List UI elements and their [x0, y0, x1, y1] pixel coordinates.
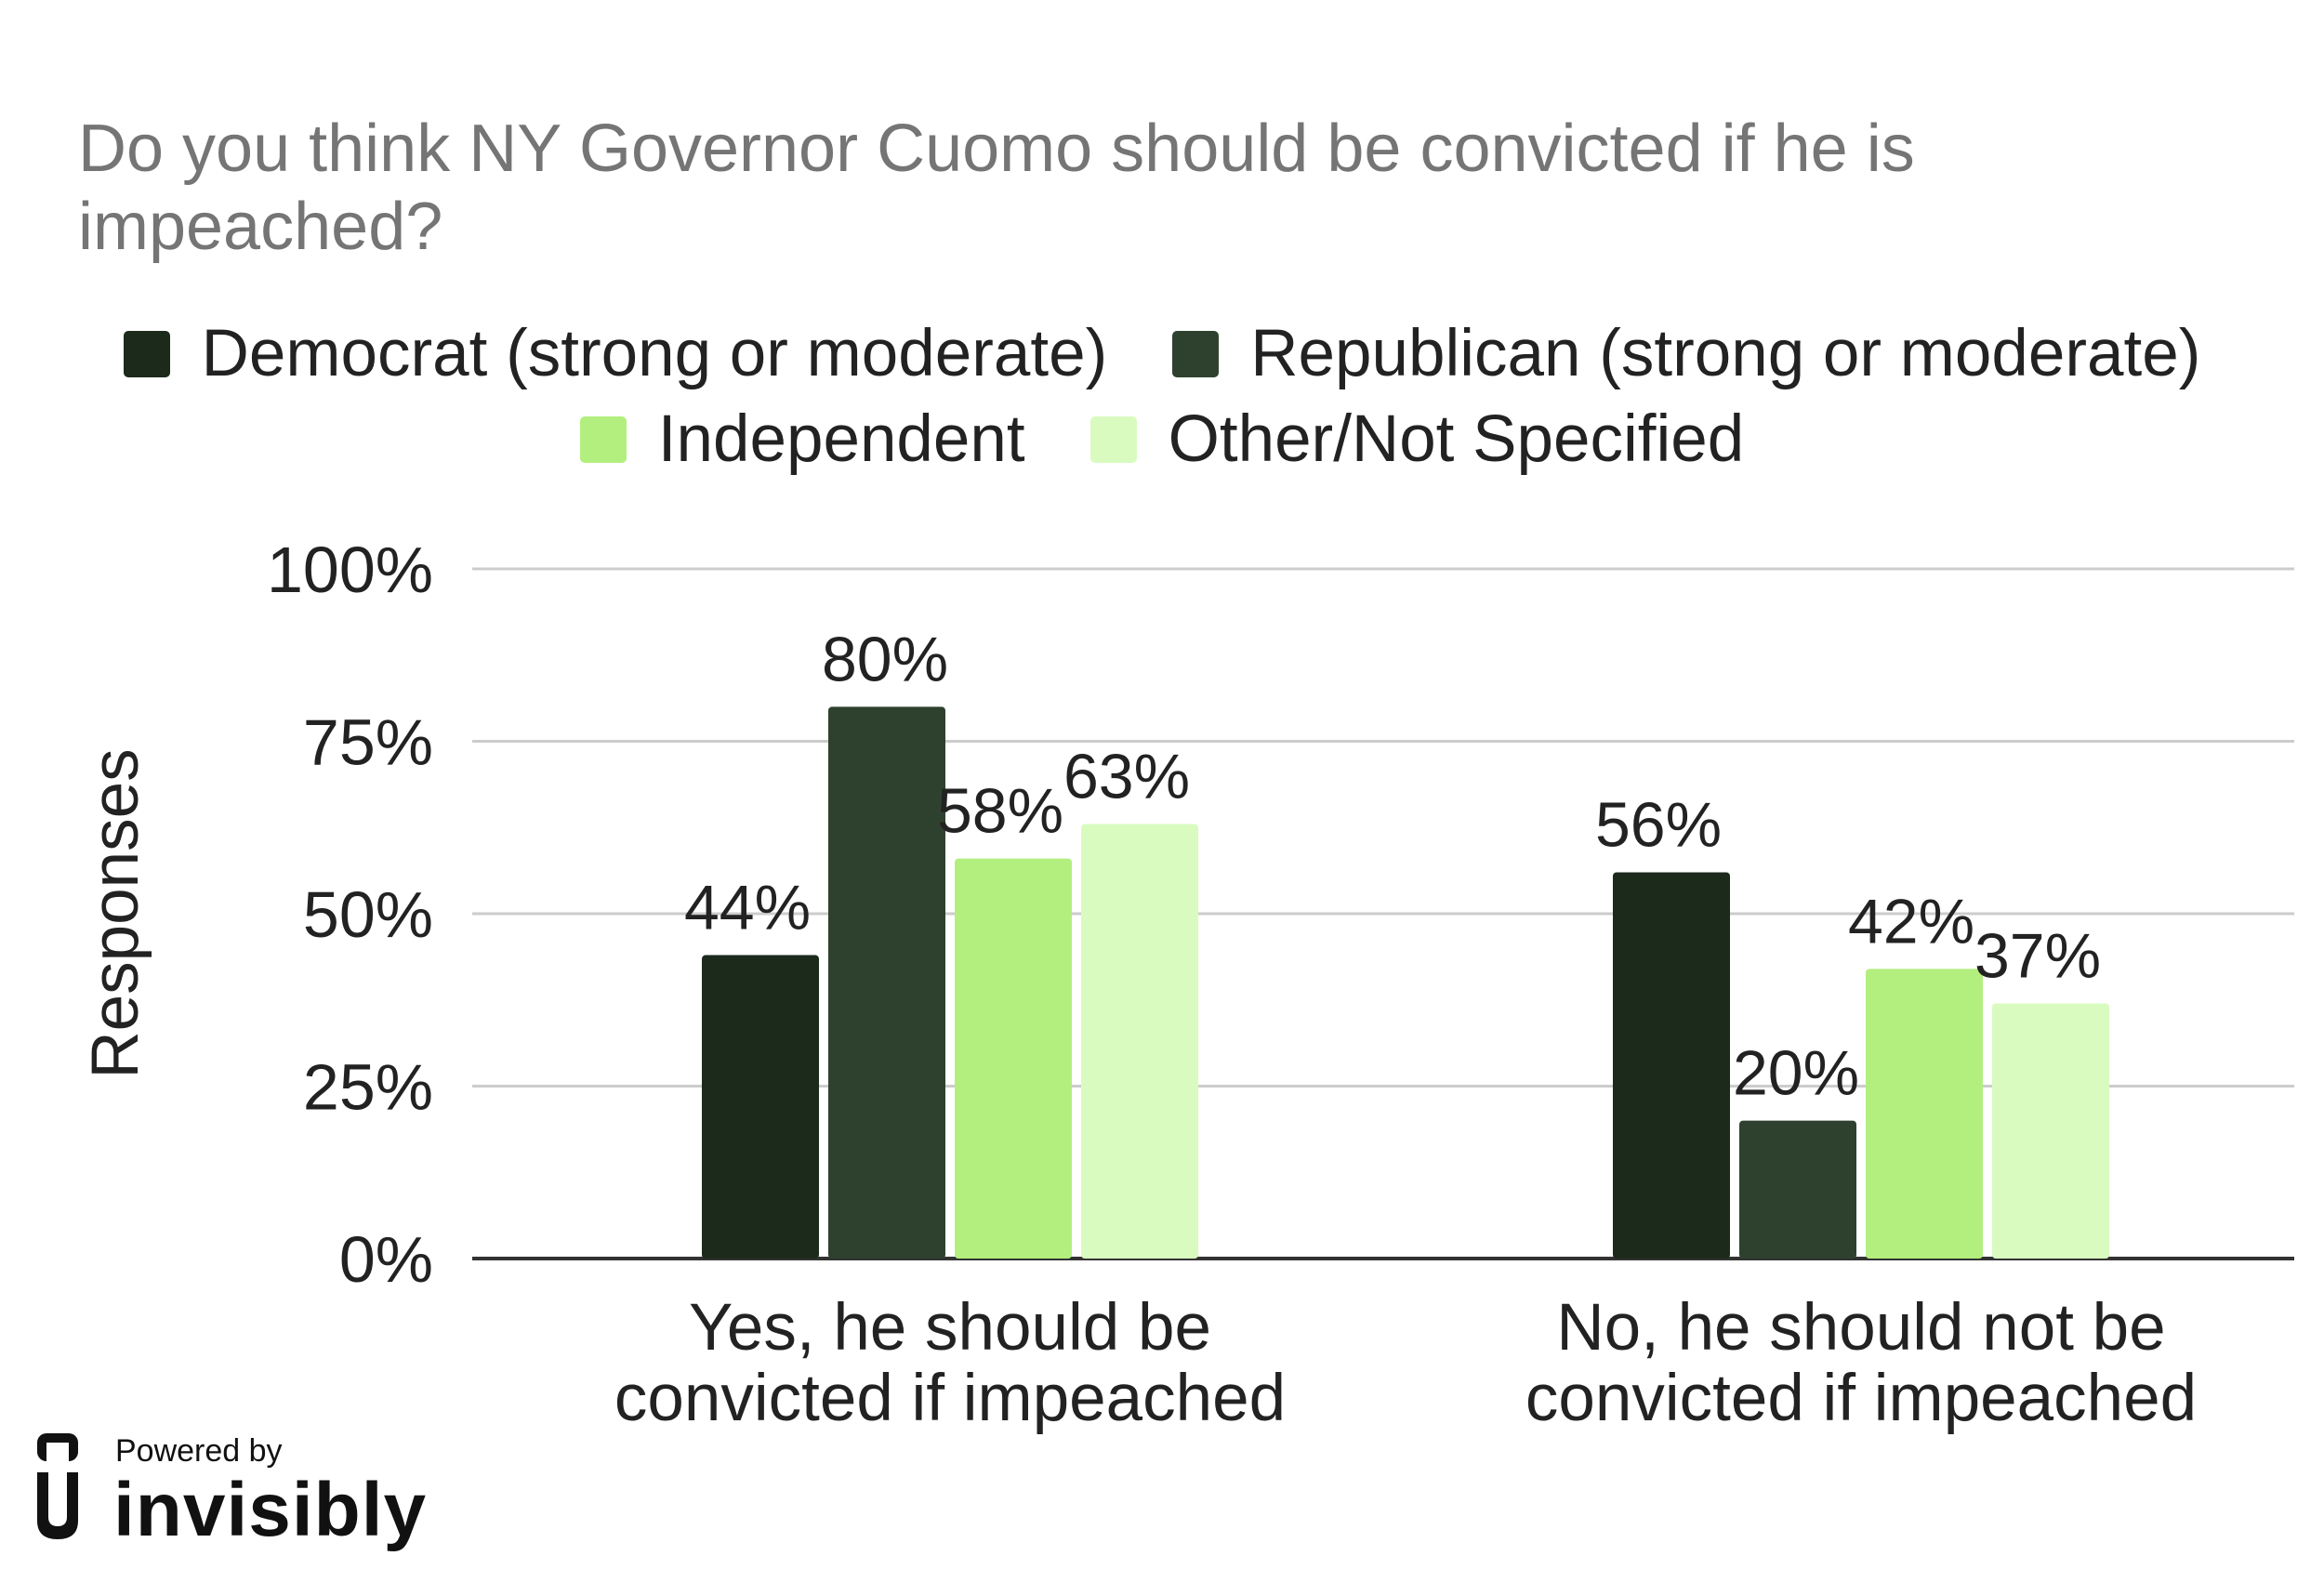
brand-footer: Powered by invisibly [33, 1431, 426, 1549]
legend-label-democrat: Democrat (strong or moderate) [201, 317, 1108, 390]
data-label: 42% [1848, 886, 1974, 956]
bar [955, 858, 1072, 1259]
bar [1739, 1120, 1856, 1259]
powered-by-text: Powered by [115, 1433, 283, 1469]
chart-title: Do you think NY Governor Cuomo should be… [78, 112, 1915, 264]
x-tick-label: convicted if impeached [614, 1362, 1286, 1435]
legend-item-independent: Independent [579, 402, 1025, 477]
y-tick-label: 50% [303, 878, 433, 951]
data-label: 44% [684, 873, 811, 943]
x-tick-label: No, he should not be [1556, 1291, 2165, 1365]
data-label: 80% [822, 624, 948, 694]
legend-item-republican: Republican (strong or moderate) [1172, 316, 2200, 391]
legend-item-democrat: Democrat (strong or moderate) [123, 316, 1108, 391]
legend-label-independent: Independent [657, 402, 1025, 476]
legend-swatch-independent [579, 415, 627, 463]
data-label: 20% [1733, 1038, 1859, 1109]
data-label: 56% [1595, 789, 1722, 860]
y-axis-label: Responses [79, 748, 152, 1078]
legend-label-republican: Republican (strong or moderate) [1250, 317, 2201, 390]
y-tick-label: 100% [267, 534, 433, 606]
legend-swatch-other [1089, 415, 1137, 463]
legend-label-other: Other/Not Specified [1168, 402, 1745, 476]
legend-item-other: Other/Not Specified [1089, 402, 1745, 477]
bar [702, 955, 819, 1259]
data-label: 63% [1063, 742, 1190, 812]
bar [1081, 824, 1198, 1259]
x-tick-label: Yes, he should be [689, 1291, 1211, 1365]
invisibly-logo-icon [37, 1433, 78, 1539]
legend-swatch-republican [1172, 330, 1220, 377]
legend-row-1: Democrat (strong or moderate) Republican… [0, 316, 2324, 391]
data-label: 58% [937, 776, 1063, 847]
x-tick-label: convicted if impeached [1525, 1362, 2197, 1435]
bar [828, 706, 945, 1259]
legend-swatch-democrat [123, 330, 170, 377]
brand-name: invisibly [113, 1468, 428, 1552]
y-tick-label: 25% [303, 1051, 433, 1124]
y-tick-label: 75% [303, 706, 433, 779]
bar [1866, 969, 1983, 1259]
y-tick-label: 0% [339, 1223, 433, 1296]
data-label: 37% [1974, 920, 2101, 991]
bar [1613, 872, 1730, 1259]
bar [1992, 1003, 2109, 1259]
legend-row-2: Independent Other/Not Specified [0, 402, 2324, 477]
